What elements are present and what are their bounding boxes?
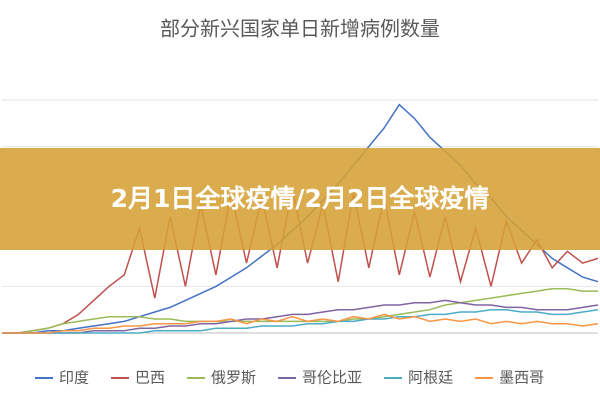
chart-title: 部分新兴国家单日新增病例数量 xyxy=(160,17,440,41)
legend-label: 巴西 xyxy=(135,369,165,387)
legend-label: 印度 xyxy=(59,369,89,387)
banner: 2月1日全球疫情/2月2日全球疫情 xyxy=(0,148,600,250)
legend-label: 哥伦比亚 xyxy=(302,369,362,387)
banner-text: 2月1日全球疫情/2月2日全球疫情 xyxy=(110,184,490,213)
legend-label: 阿根廷 xyxy=(408,369,453,387)
series-line xyxy=(2,308,599,334)
legend-label: 墨西哥 xyxy=(499,369,544,387)
series-line xyxy=(2,287,598,334)
series-line xyxy=(2,313,599,334)
legend-label: 俄罗斯 xyxy=(211,369,256,387)
series-line xyxy=(2,299,599,334)
